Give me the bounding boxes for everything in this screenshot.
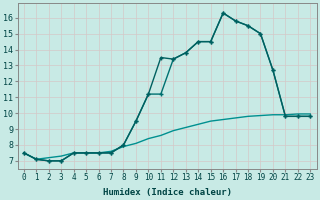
X-axis label: Humidex (Indice chaleur): Humidex (Indice chaleur) (103, 188, 232, 197)
